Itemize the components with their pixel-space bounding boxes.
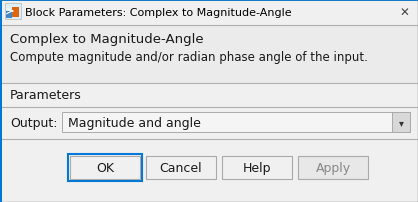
Text: Parameters: Parameters [10,89,82,102]
Bar [222,156,292,179]
Bar [2,137,418,202]
Bar [392,113,410,132]
Bar [0,0,2,202]
Text: Help: Help [243,161,271,174]
Bar [6,12,12,19]
Text: OK: OK [96,161,114,174]
Bar [146,156,216,179]
Text: Complex to Magnitude-Angle: Complex to Magnitude-Angle [10,32,204,45]
Bar [2,26,418,84]
Text: ▾: ▾ [398,117,403,127]
Text: Magnitude and angle: Magnitude and angle [68,116,201,129]
Text: Block Parameters: Complex to Magnitude-Angle: Block Parameters: Complex to Magnitude-A… [25,8,292,18]
Bar [62,113,410,132]
Bar [0,0,418,26]
Text: ✕: ✕ [399,6,409,19]
Text: Apply: Apply [316,161,351,174]
Text: Output:: Output: [10,116,58,129]
Bar [12,8,19,18]
Bar [0,0,418,2]
Bar [68,154,142,181]
Bar [70,156,140,179]
Text: Cancel: Cancel [160,161,202,174]
Bar [298,156,368,179]
Bar [2,84,418,107]
Bar [5,4,21,20]
Text: Compute magnitude and/or radian phase angle of the input.: Compute magnitude and/or radian phase an… [10,51,368,64]
